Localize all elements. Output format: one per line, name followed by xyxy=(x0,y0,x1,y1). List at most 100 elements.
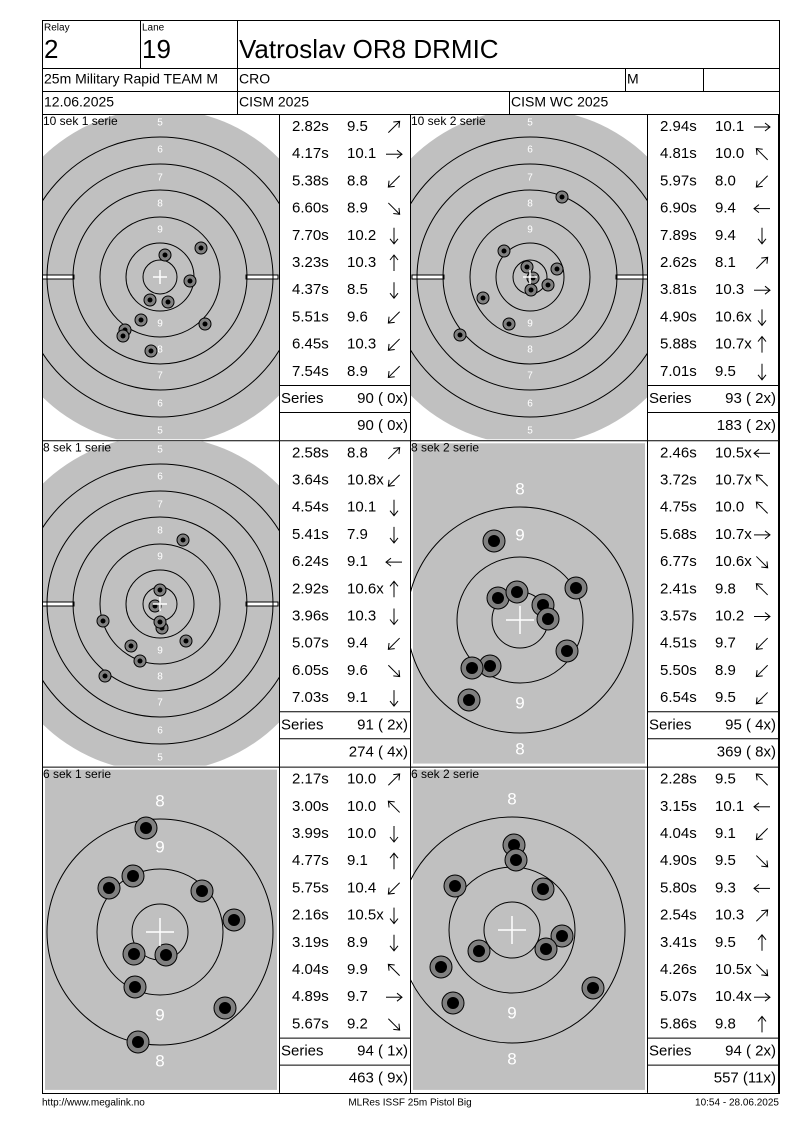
shot-direction xyxy=(755,556,769,569)
shot-direction xyxy=(387,474,401,487)
shot-hole-core xyxy=(147,297,153,303)
arrow-head xyxy=(753,884,760,893)
target-ring xyxy=(72,189,248,365)
arrow-head xyxy=(387,371,395,379)
shot-hole-core xyxy=(128,643,134,649)
arrow-shaft xyxy=(755,583,769,596)
panel-title: 10 sek 1 serie xyxy=(43,114,118,128)
arrow-head xyxy=(755,474,763,482)
shot-time: 6.77s xyxy=(660,553,697,570)
ring-label: 8 xyxy=(157,345,163,356)
arrow-shaft xyxy=(755,256,769,270)
shot-score: 9.6 xyxy=(347,308,368,325)
arrow-shaft xyxy=(387,1018,401,1031)
target-face xyxy=(413,769,645,1090)
shot-time: 5.07s xyxy=(292,635,329,652)
series-label: Series xyxy=(281,390,324,407)
shot-hole-core xyxy=(501,248,507,254)
shot-time: 5.50s xyxy=(660,662,697,679)
shot-time: 3.64s xyxy=(292,471,329,488)
shot-hole-core xyxy=(187,278,193,284)
shot-score: 9.8 xyxy=(715,580,736,597)
ring-label: 6 xyxy=(527,399,533,410)
shot-time: 5.86s xyxy=(660,1015,697,1032)
shot-time: 2.54s xyxy=(660,907,697,924)
arrow-head xyxy=(757,1015,767,1022)
arrow-shaft xyxy=(755,556,769,569)
shot-score: 9.5 xyxy=(715,852,736,869)
ring-label: 7 xyxy=(157,698,163,709)
shot-direction xyxy=(755,855,769,868)
shot-time: 4.37s xyxy=(292,281,329,298)
shot-time: 2.17s xyxy=(292,771,329,788)
shot-direction xyxy=(389,227,399,245)
shot-direction xyxy=(387,882,401,895)
arrow-shaft xyxy=(387,338,401,351)
shot-score: 9.5 xyxy=(715,689,736,706)
shot-time: 2.46s xyxy=(660,444,697,461)
arrow-shaft xyxy=(755,909,769,922)
series-total: 90 ( 0x) xyxy=(357,390,408,407)
shot-time: 5.67s xyxy=(292,1015,329,1032)
side-mark xyxy=(43,274,75,280)
arrow-shaft xyxy=(387,963,401,977)
shot-hole-core xyxy=(148,348,154,354)
shot-hole-core xyxy=(198,245,204,251)
shot-time: 5.68s xyxy=(660,526,697,543)
arrow-head xyxy=(761,256,769,264)
shot-hole-core xyxy=(508,839,520,851)
series-label: Series xyxy=(281,1043,324,1060)
shot-time: 7.54s xyxy=(292,363,329,380)
arrow-head xyxy=(389,945,399,952)
ring-label: 5 xyxy=(157,753,163,764)
target-ring xyxy=(43,463,279,745)
shot-direction xyxy=(755,963,769,977)
target: 5 5 6 6 7 7 8 8 9 9 xyxy=(43,441,279,766)
shot-direction xyxy=(754,612,771,621)
arrow-shaft xyxy=(387,202,401,215)
ring-label: 8 xyxy=(527,199,533,210)
shot-time: 3.00s xyxy=(292,798,329,815)
arrow-head xyxy=(761,860,769,868)
shot-time: 5.75s xyxy=(292,879,329,896)
ring-label: 6 xyxy=(527,145,533,156)
shot-time: 7.03s xyxy=(292,689,329,706)
relay: 2 xyxy=(44,34,58,64)
target-ring xyxy=(483,901,541,959)
arrow-head xyxy=(755,501,763,509)
target-ring xyxy=(411,816,626,1044)
series-label: Series xyxy=(649,716,692,733)
shot-score: 9.5 xyxy=(347,118,368,135)
target-ring xyxy=(99,216,221,338)
shot-hole-core xyxy=(537,883,549,895)
shot-hole-core xyxy=(545,282,551,288)
shot-time: 3.96s xyxy=(292,607,329,624)
cumulative-total: 369 ( 8x) xyxy=(717,743,776,760)
shot-time: 3.99s xyxy=(292,825,329,842)
shot-score: 10.0 xyxy=(715,499,744,516)
arrow-shaft xyxy=(387,120,401,134)
shot-score: 7.9 xyxy=(347,526,368,543)
ring-label: 9 xyxy=(157,225,163,236)
ring-label: 8 xyxy=(515,739,524,758)
shot-hole-core xyxy=(157,587,163,593)
shot-time: 4.90s xyxy=(660,852,697,869)
target-ring xyxy=(43,136,279,418)
arrow-head xyxy=(393,1023,401,1031)
event: 25m Military Rapid TEAM M xyxy=(44,71,218,87)
shot-score: 10.1 xyxy=(715,118,744,135)
shot-score: 8.8 xyxy=(347,444,368,461)
shot-time: 2.28s xyxy=(660,771,697,788)
arrow-head xyxy=(387,642,395,650)
shot-score: 9.1 xyxy=(715,825,736,842)
shot-direction xyxy=(387,311,401,324)
cumulative-total: 183 ( 2x) xyxy=(717,417,776,434)
series-total: 95 ( 4x) xyxy=(725,716,776,733)
arrow-head xyxy=(389,292,399,300)
arrow-head xyxy=(761,561,769,569)
arrow-shaft xyxy=(755,855,769,868)
shot-hole-core xyxy=(554,266,560,272)
shot-time: 5.97s xyxy=(660,172,697,189)
ring-label: 5 xyxy=(157,118,163,129)
arrow-shaft xyxy=(755,692,769,705)
